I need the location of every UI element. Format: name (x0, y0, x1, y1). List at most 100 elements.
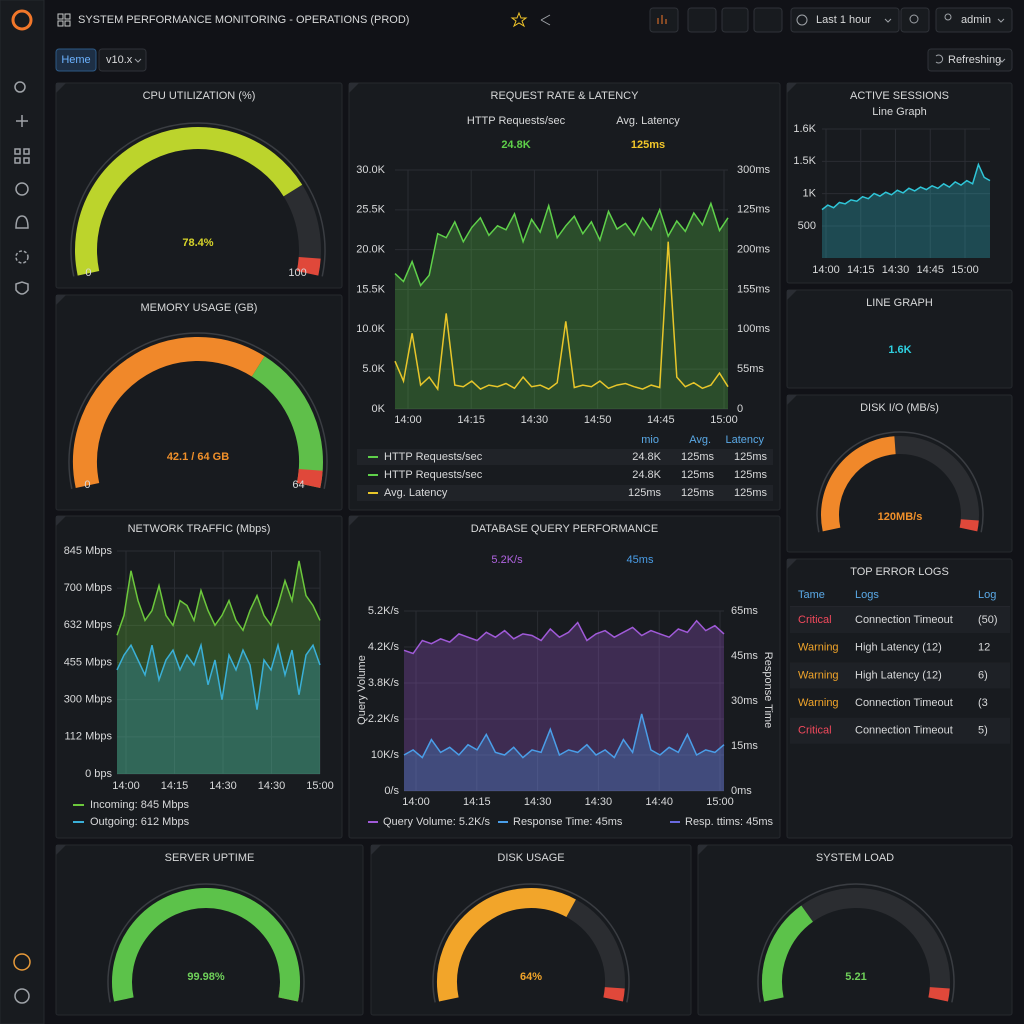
legend-cell: 24.8K (632, 451, 661, 463)
settings-button[interactable] (721, 7, 749, 33)
tag-button[interactable] (55, 48, 97, 72)
avatar-icon[interactable] (13, 953, 31, 971)
version-label[interactable]: v10.x (106, 54, 133, 66)
series-line (116, 642, 321, 710)
x-tick-label: 14:45 (647, 414, 675, 426)
legend-cell: 125ms (734, 469, 768, 481)
version-button[interactable] (98, 48, 147, 72)
panel-menu-icon (787, 395, 797, 405)
gauge-value-arc (762, 905, 814, 1002)
panel-menu-icon (698, 845, 708, 855)
search-icon[interactable] (14, 81, 26, 93)
panel (786, 82, 1013, 284)
gauge-threshold (959, 519, 979, 532)
x-tick-label: 15:00 (710, 414, 738, 426)
add-icon[interactable] (16, 115, 28, 127)
user-name[interactable]: admin (961, 14, 991, 26)
legend-row (357, 485, 773, 501)
y2-tick-label: 0ms (731, 785, 752, 797)
gauge-track (894, 436, 979, 532)
log-message: Connection Timeout (855, 614, 953, 626)
user-menu[interactable] (935, 7, 1013, 33)
gauge-value-arc (437, 888, 576, 1002)
legend-header: mio (641, 434, 659, 446)
chart-button[interactable] (649, 7, 679, 33)
log-count: (50) (978, 614, 998, 626)
explore-icon[interactable] (15, 182, 29, 196)
x-tick-label: 14:15 (161, 780, 189, 792)
refresh-label[interactable]: Refreshing (948, 54, 1001, 66)
y-tick-label: 2.2K/s (368, 713, 400, 725)
tv-button[interactable] (753, 7, 783, 33)
legend-label: Outgoing: 612 Mbps (90, 816, 190, 828)
log-level: Warning (798, 642, 839, 654)
y2-tick-label: 200ms (737, 244, 771, 256)
dashboards-icon[interactable] (14, 148, 30, 164)
legend-cell: Avg. Latency (384, 487, 448, 499)
y2-axis-title: Response Time (762, 652, 774, 728)
y-tick-label: 0K (372, 403, 386, 415)
refresh-icon (935, 54, 944, 64)
y-tick-label: 500 (798, 220, 816, 232)
save-button[interactable] (687, 7, 717, 33)
time-picker[interactable] (790, 7, 900, 33)
share-icon[interactable] (540, 14, 551, 26)
y-tick-label: 25.5K (356, 204, 385, 216)
log-message: High Latency (12) (855, 669, 942, 681)
legend-label: Query Volume: 5.2K/s (383, 816, 490, 828)
stat-value: 45ms (627, 554, 654, 566)
x-tick-label: 14:30 (209, 780, 237, 792)
y-tick-label: 3.8K/s (368, 677, 400, 689)
clock-icon (796, 14, 808, 26)
panel (55, 844, 364, 1016)
panel-menu-icon (787, 559, 797, 569)
tag-label[interactable]: Heme (61, 54, 90, 66)
settings-icon[interactable] (15, 250, 29, 264)
dashboard-title: SYSTEM PERFORMANCE MONITORING - OPERATIO… (78, 14, 409, 26)
gauge-threshold (296, 468, 323, 488)
shield-icon[interactable] (15, 281, 29, 295)
y2-tick-label: 300ms (737, 164, 771, 176)
gauge-value-arc (821, 436, 896, 532)
y2-tick-label: 125ms (737, 204, 771, 216)
series-area (117, 560, 320, 774)
grid-icon (57, 13, 71, 27)
x-tick-label: 14:30 (524, 796, 552, 808)
table-header: Logs (855, 589, 879, 601)
panel-title: TOP ERROR LOGS (850, 566, 949, 578)
sidebar-icons[interactable] (11, 9, 33, 1004)
gauge-max: 100 (288, 267, 306, 279)
log-message: Connection Timeout (855, 697, 953, 709)
panel-menu-icon (349, 83, 359, 93)
star-icon[interactable] (510, 11, 528, 28)
legend-cell: 125ms (681, 451, 715, 463)
alert-icon[interactable] (15, 215, 29, 229)
panel-title: SYSTEM LOAD (816, 852, 894, 864)
time-range[interactable]: Last 1 hour (816, 14, 871, 26)
gauge-threshold (296, 256, 321, 276)
legend-cell: 125ms (681, 487, 715, 499)
help-icon[interactable] (14, 988, 30, 1004)
x-tick-label: 14:15 (463, 796, 491, 808)
gauge-track (801, 888, 950, 1002)
log-count: 6) (978, 669, 988, 681)
x-tick-label: 14:30 (882, 264, 910, 276)
panel-menu-icon (371, 845, 381, 855)
y-tick-label: 845 Mbps (64, 545, 113, 557)
refresh-button[interactable] (927, 48, 1013, 72)
zoom-button[interactable] (900, 7, 930, 33)
header-buttons[interactable] (55, 7, 1013, 72)
stat-label: Avg. Latency (616, 115, 680, 127)
panel (348, 515, 781, 839)
stat-value: 24.8K (501, 139, 530, 151)
x-tick-label: 15:00 (951, 264, 979, 276)
y-tick-label: 0/s (384, 785, 399, 797)
panel (786, 394, 1013, 553)
logo[interactable] (11, 9, 33, 31)
y2-tick-label: 45ms (731, 650, 758, 662)
series-line (116, 560, 321, 636)
table-header: Tame (798, 589, 825, 601)
gauge-outline (70, 122, 326, 277)
panel-title: CPU UTILIZATION (%) (143, 90, 256, 102)
gauge-value: 42.1 / 64 GB (167, 451, 229, 463)
